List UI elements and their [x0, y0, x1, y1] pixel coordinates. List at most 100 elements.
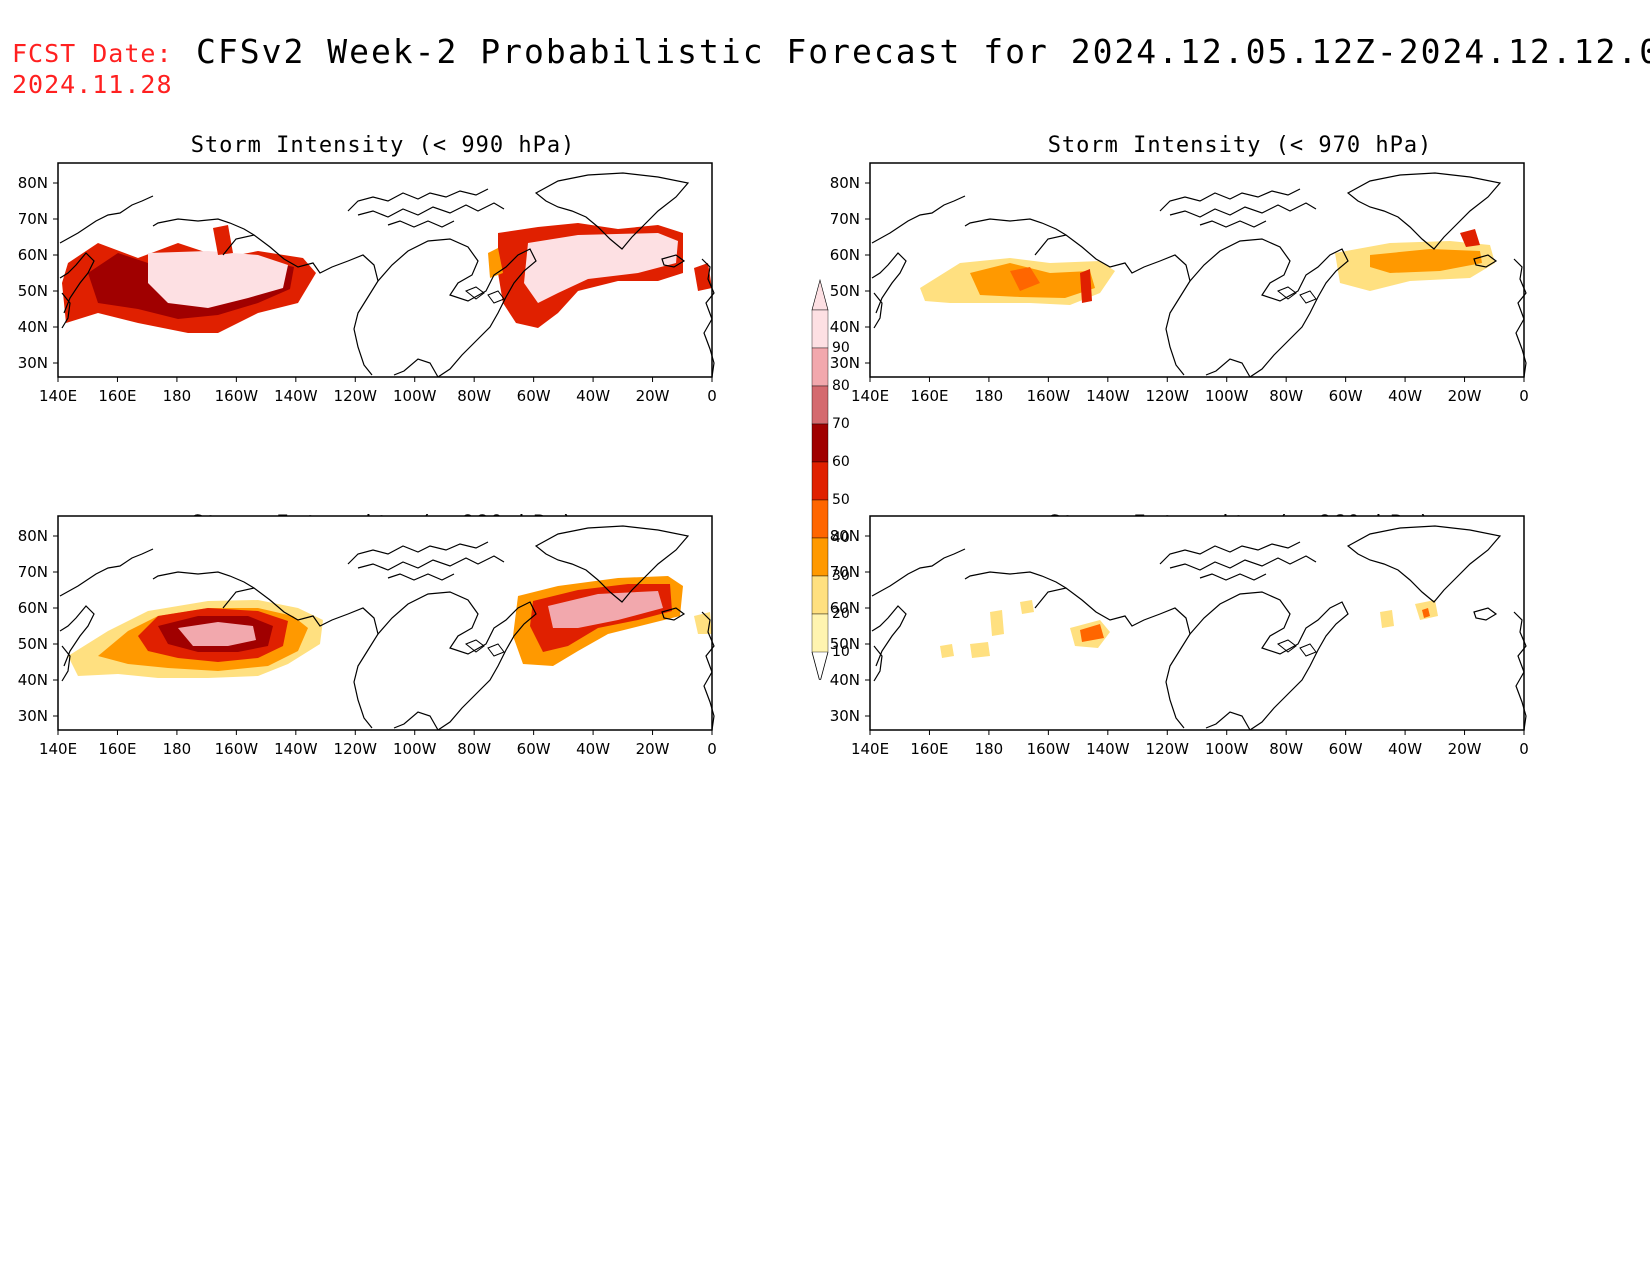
lon-label: 180 — [975, 387, 1004, 405]
lat-label: 60N — [830, 246, 860, 264]
lat-label: 40N — [830, 318, 860, 336]
colorbar-label: 50 — [832, 492, 850, 508]
lat-label: 80N — [830, 527, 860, 545]
lon-label: 140E — [851, 740, 889, 758]
lon-label: 180 — [163, 740, 192, 758]
lon-label: 60W — [1329, 740, 1363, 758]
lon-label: 140W — [1086, 740, 1130, 758]
lon-label: 100W — [393, 740, 437, 758]
probability-shading-980 — [68, 576, 712, 678]
lon-label: 160W — [215, 740, 259, 758]
colorbar-box — [811, 537, 829, 577]
colorbar-box — [811, 309, 829, 349]
forecast-date-label: FCST Date: 2024.11.28 — [12, 38, 173, 100]
lon-label: 160E — [98, 387, 136, 405]
lat-label: 50N — [18, 282, 48, 300]
colorbar-label: 30 — [832, 568, 850, 584]
lon-label: 40W — [576, 387, 610, 405]
lon-label: 160W — [1027, 387, 1071, 405]
lon-label: 40W — [576, 740, 610, 758]
lon-label: 100W — [1205, 740, 1249, 758]
lon-label: 160E — [910, 387, 948, 405]
colorbar-label: 60 — [832, 454, 850, 470]
lon-label: 140W — [274, 387, 318, 405]
lat-label: 30N — [830, 707, 860, 725]
lon-label: 40W — [1388, 387, 1422, 405]
lon-label: 0 — [707, 740, 717, 758]
probability-shading-970 — [920, 229, 1495, 305]
lat-label: 80N — [18, 527, 48, 545]
forecast-date-prefix: FCST Date: — [12, 39, 173, 68]
lon-label: 140W — [274, 740, 318, 758]
colorbar-box — [811, 499, 829, 539]
lat-label: 40N — [18, 671, 48, 689]
lon-label: 80W — [1269, 740, 1303, 758]
lat-label: 60N — [18, 246, 48, 264]
lon-label: 20W — [636, 387, 670, 405]
lon-label: 180 — [163, 387, 192, 405]
lat-label: 30N — [18, 354, 48, 372]
lon-label: 120W — [1146, 387, 1190, 405]
lat-label: 70N — [18, 563, 48, 581]
lon-label: 160W — [215, 387, 259, 405]
colorbar-box — [811, 385, 829, 425]
lat-label: 50N — [18, 635, 48, 653]
colorbar-bottom-arrow — [811, 651, 829, 680]
lat-label: 40N — [830, 671, 860, 689]
colorbar-box — [811, 575, 829, 615]
panel-990 — [57, 162, 715, 378]
colorbar-label: 10 — [832, 644, 850, 660]
lat-label: 30N — [830, 354, 860, 372]
lat-label: 80N — [830, 174, 860, 192]
axis-labels: 80N 70N 60N 50N 40N 30N 140E 160E 180 160W 140W 120… — [18, 174, 1529, 758]
lon-label: 140W — [1086, 387, 1130, 405]
lat-label: 60N — [18, 599, 48, 617]
lon-label: 40W — [1388, 740, 1422, 758]
lon-label: 160E — [98, 740, 136, 758]
lon-label: 100W — [1205, 387, 1249, 405]
lon-label: 20W — [1448, 740, 1482, 758]
panel-980 — [57, 515, 715, 731]
page-title: CFSv2 Week-2 Probabilistic Forecast for … — [196, 32, 1650, 71]
colorbar-box — [811, 613, 829, 653]
lon-label: 120W — [1146, 740, 1190, 758]
lon-label: 60W — [517, 387, 551, 405]
lon-label: 80W — [457, 387, 491, 405]
lat-label: 70N — [18, 210, 48, 228]
lon-label: 20W — [1448, 387, 1482, 405]
colorbar-label: 90 — [832, 340, 850, 356]
lon-label: 160W — [1027, 740, 1071, 758]
colorbar-box — [811, 347, 829, 387]
lon-label: 140E — [39, 740, 77, 758]
lat-label: 80N — [18, 174, 48, 192]
lat-label: 30N — [18, 707, 48, 725]
probability-shading-960 — [940, 600, 1438, 658]
lon-label: 80W — [457, 740, 491, 758]
colorbar-box — [811, 461, 829, 501]
panel-title-990: Storm Intensity (< 990 hPa) — [190, 133, 576, 158]
panel-960 — [869, 515, 1527, 731]
lon-label: 0 — [707, 387, 717, 405]
colorbar: 90 80 70 60 50 40 30 20 10 — [811, 278, 850, 680]
lon-label: 20W — [636, 740, 670, 758]
lon-label: 120W — [334, 387, 378, 405]
colorbar-label: 40 — [832, 530, 850, 546]
panel-970 — [869, 162, 1527, 378]
lat-label: 50N — [830, 282, 860, 300]
lon-label: 0 — [1519, 387, 1529, 405]
colorbar-top-arrow — [811, 278, 829, 311]
lon-label: 0 — [1519, 740, 1529, 758]
lon-label: 180 — [975, 740, 1004, 758]
lon-label: 80W — [1269, 387, 1303, 405]
lon-label: 60W — [1329, 387, 1363, 405]
colorbar-box — [811, 423, 829, 463]
lat-label: 70N — [830, 563, 860, 581]
colorbar-label: 80 — [832, 378, 850, 394]
colorbar-label: 20 — [832, 606, 850, 622]
lat-label: 40N — [18, 318, 48, 336]
colorbar-label: 70 — [832, 416, 850, 432]
lat-label: 70N — [830, 210, 860, 228]
lon-label: 160E — [910, 740, 948, 758]
panel-title-970: Storm Intensity (< 970 hPa) — [1047, 133, 1433, 158]
lon-label: 120W — [334, 740, 378, 758]
